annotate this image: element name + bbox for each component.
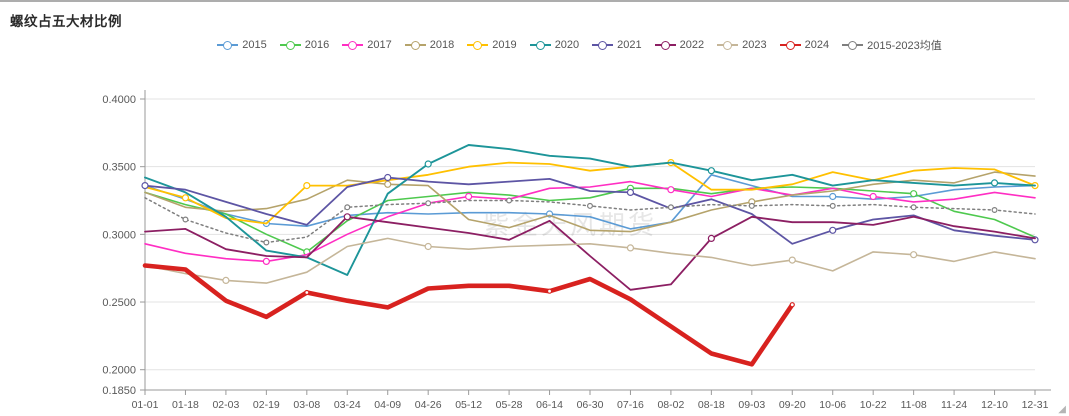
legend-label: 2021 xyxy=(617,39,642,51)
svg-text:05-28: 05-28 xyxy=(496,399,523,411)
svg-text:06-14: 06-14 xyxy=(536,399,563,411)
legend-marker-icon xyxy=(279,41,301,50)
svg-text:07-16: 07-16 xyxy=(617,399,644,411)
svg-text:08-02: 08-02 xyxy=(657,399,684,411)
legend-marker-icon xyxy=(342,41,364,50)
svg-text:0.1850: 0.1850 xyxy=(102,385,136,397)
legend-label: 2015 xyxy=(242,39,267,51)
legend-marker-icon xyxy=(779,41,801,50)
legend-label: 2022 xyxy=(679,39,705,51)
legend-item-2024[interactable]: 2024 xyxy=(779,39,830,51)
legend-marker-icon xyxy=(654,41,676,50)
legend-label: 2016 xyxy=(304,39,330,51)
svg-text:0.2500: 0.2500 xyxy=(102,297,136,309)
legend-item-2020[interactable]: 2020 xyxy=(529,39,580,51)
legend-label: 2020 xyxy=(554,39,580,51)
legend-label: 2023 xyxy=(742,39,767,51)
svg-text:08-18: 08-18 xyxy=(698,399,725,411)
svg-text:12-10: 12-10 xyxy=(981,399,1008,411)
legend-item-2022[interactable]: 2022 xyxy=(654,39,705,51)
legend-item-2015-2023均值[interactable]: 2015-2023均值 xyxy=(842,37,942,53)
svg-text:0.2000: 0.2000 xyxy=(102,365,136,377)
svg-text:0.3000: 0.3000 xyxy=(102,229,136,241)
legend-marker-icon xyxy=(529,41,551,50)
legend-label: 2019 xyxy=(492,39,517,51)
svg-text:09-03: 09-03 xyxy=(738,399,765,411)
svg-text:0.3500: 0.3500 xyxy=(102,162,136,174)
legend-item-2017[interactable]: 2017 xyxy=(342,39,392,51)
legend-marker-icon xyxy=(467,41,489,50)
legend-label: 2017 xyxy=(367,39,392,51)
resize-handle-icon[interactable]: ◢ xyxy=(1058,404,1066,415)
svg-text:06-30: 06-30 xyxy=(577,399,604,411)
svg-text:09-20: 09-20 xyxy=(779,399,806,411)
svg-text:11-24: 11-24 xyxy=(941,399,967,411)
svg-text:04-09: 04-09 xyxy=(374,399,401,411)
legend-item-2018[interactable]: 2018 xyxy=(404,39,455,51)
legend-item-2015[interactable]: 2015 xyxy=(217,39,267,51)
svg-text:03-08: 03-08 xyxy=(293,399,320,411)
legend-marker-icon xyxy=(717,41,739,50)
svg-text:12-31: 12-31 xyxy=(1022,399,1049,411)
legend-item-2019[interactable]: 2019 xyxy=(467,39,517,51)
svg-text:02-03: 02-03 xyxy=(212,399,239,411)
watermark: 紫金天风期货 xyxy=(483,210,657,240)
legend-marker-icon xyxy=(404,41,426,50)
legend-marker-icon xyxy=(592,41,614,50)
svg-text:0.4000: 0.4000 xyxy=(102,94,136,106)
svg-text:02-19: 02-19 xyxy=(253,399,280,411)
svg-text:03-24: 03-24 xyxy=(334,399,361,411)
svg-text:04-26: 04-26 xyxy=(415,399,442,411)
legend-marker-icon xyxy=(217,41,239,50)
svg-text:11-08: 11-08 xyxy=(901,399,927,411)
svg-text:01-18: 01-18 xyxy=(172,399,199,411)
svg-text:10-22: 10-22 xyxy=(860,399,887,411)
svg-text:10-06: 10-06 xyxy=(819,399,846,411)
legend-item-2023[interactable]: 2023 xyxy=(717,39,767,51)
legend-marker-icon xyxy=(842,41,864,50)
page-title: 螺纹占五大材比例 xyxy=(10,14,122,29)
legend-label: 2024 xyxy=(804,39,830,51)
legend-item-2016[interactable]: 2016 xyxy=(279,39,330,51)
legend: 2015 2016 2017 2018 2019 2020 2021 2022 2023 2024… xyxy=(120,36,1039,54)
legend-item-2021[interactable]: 2021 xyxy=(592,39,642,51)
svg-text:05-12: 05-12 xyxy=(455,399,482,411)
svg-text:01-01: 01-01 xyxy=(132,399,159,411)
legend-label: 2018 xyxy=(429,39,455,51)
legend-label: 2015-2023均值 xyxy=(867,40,942,52)
